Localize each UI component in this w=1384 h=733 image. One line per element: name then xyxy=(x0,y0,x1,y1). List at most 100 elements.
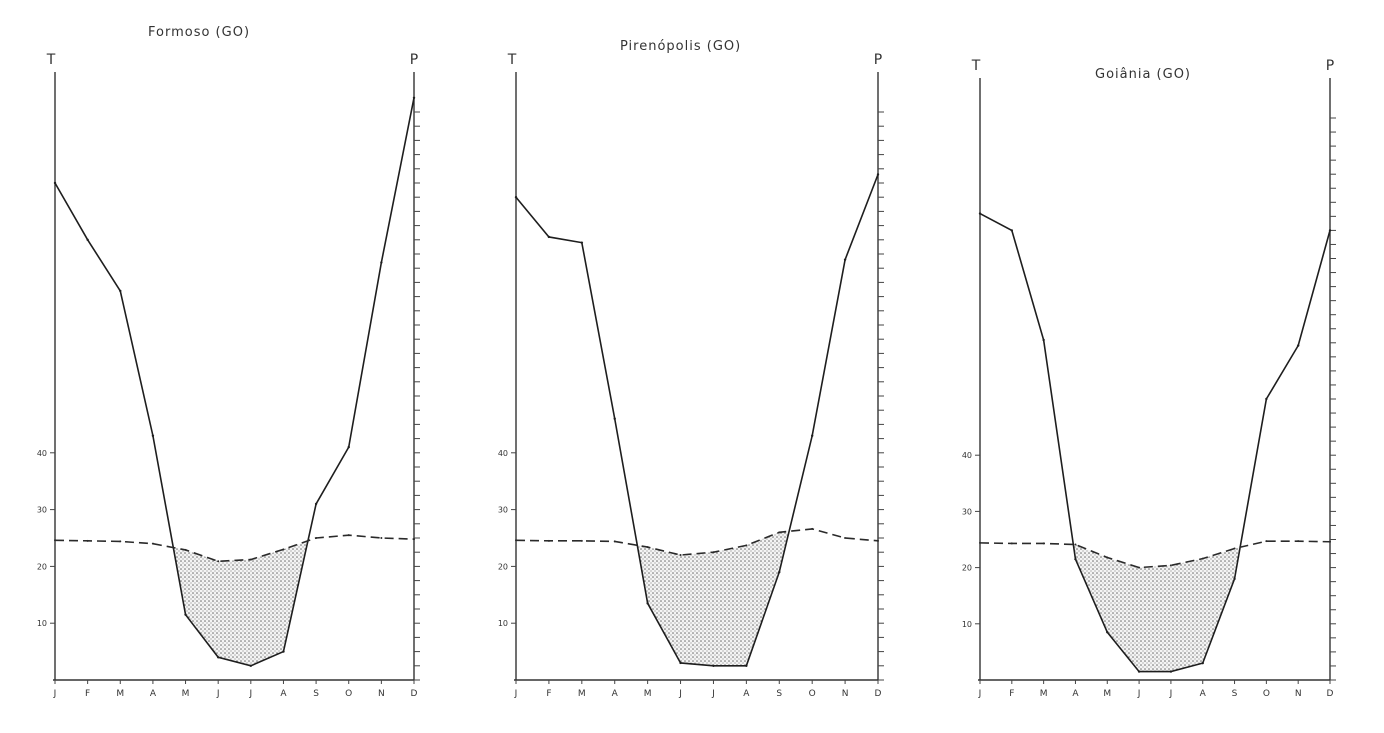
dry-period-area xyxy=(173,540,308,666)
month-label: O xyxy=(809,689,816,699)
month-label: A xyxy=(280,689,287,699)
temperature-point xyxy=(184,548,187,551)
temp-tick-label: 10 xyxy=(962,620,972,629)
month-label: O xyxy=(1263,689,1270,699)
temperature-point xyxy=(1010,542,1013,545)
month-label: D xyxy=(411,689,418,699)
month-label: N xyxy=(1295,689,1302,699)
precipitation-point xyxy=(712,664,715,667)
precipitation-point xyxy=(679,661,682,665)
precipitation-point xyxy=(1010,229,1014,232)
month-label: A xyxy=(1072,689,1079,699)
precipitation-point xyxy=(216,656,220,659)
precipitation-line xyxy=(515,174,879,667)
precipitation-point xyxy=(1074,557,1077,561)
precipitation-point xyxy=(978,212,982,215)
month-label: M xyxy=(182,689,190,699)
climate-panel: 10 20 30 40 J F M A M J J A S O N D T P Pirenópolis (GO) xyxy=(498,39,884,699)
month-label: N xyxy=(378,689,385,699)
precipitation-point xyxy=(646,602,649,605)
month-label: F xyxy=(546,689,551,699)
precipitation-point xyxy=(119,289,122,293)
month-label: M xyxy=(116,689,124,699)
y-right-label: P xyxy=(874,52,882,68)
temperature-point xyxy=(1233,547,1236,550)
temperature-line xyxy=(54,534,415,563)
temp-tick-label: 30 xyxy=(498,506,508,515)
month-label: D xyxy=(875,689,882,699)
y-left-label: T xyxy=(971,58,981,74)
precipitation-point xyxy=(843,258,847,261)
month-label: S xyxy=(776,689,782,699)
temperature-point xyxy=(1138,566,1141,569)
precipitation-point xyxy=(745,664,748,667)
temperature-point xyxy=(778,531,781,534)
temperature-point xyxy=(1265,540,1268,543)
temp-tick-label: 40 xyxy=(962,451,972,460)
temperature-point xyxy=(1106,556,1109,559)
month-label: M xyxy=(1103,689,1111,699)
climate-panel: 10 20 30 40 J F M A M J J A S O N D T P Goiânia (GO) xyxy=(962,58,1336,699)
temperature-point xyxy=(151,542,154,545)
month-label: J xyxy=(711,689,715,699)
temp-tick-label: 20 xyxy=(37,562,47,571)
temperature-line xyxy=(979,540,1331,569)
precipitation-point xyxy=(1328,229,1332,232)
chart-title: Goiânia (GO) xyxy=(1095,67,1191,82)
y-right-label: P xyxy=(1326,58,1334,74)
precipitation-point xyxy=(151,434,155,437)
precipitation-point xyxy=(547,235,551,239)
temperature-point xyxy=(580,539,583,542)
month-label: A xyxy=(743,689,750,699)
month-label: A xyxy=(612,689,619,699)
precipitation-point xyxy=(1137,670,1141,673)
month-label: J xyxy=(1169,689,1173,699)
precipitation-point xyxy=(514,196,518,199)
month-label: S xyxy=(313,689,319,699)
temperature-point xyxy=(86,539,89,542)
temperature-point xyxy=(1201,557,1204,560)
temperature-point xyxy=(679,554,682,557)
temp-tick-label: 30 xyxy=(37,506,47,515)
temperature-point xyxy=(1169,564,1172,567)
precipitation-point xyxy=(184,613,187,616)
month-label: J xyxy=(216,689,220,699)
temperature-point xyxy=(347,534,350,537)
temp-tick-label: 20 xyxy=(498,562,508,571)
precipitation-point xyxy=(1265,397,1268,401)
month-label: J xyxy=(514,689,518,699)
temperature-point xyxy=(249,558,252,561)
month-label: J xyxy=(53,689,57,699)
temp-tick-label: 40 xyxy=(37,449,47,458)
temperature-point xyxy=(613,540,616,543)
temperature-point xyxy=(1074,543,1077,546)
precipitation-line xyxy=(54,97,415,667)
temp-tick-label: 10 xyxy=(498,619,508,628)
month-label: F xyxy=(85,689,90,699)
temperature-point xyxy=(646,546,649,549)
temperature-point xyxy=(979,541,981,544)
temperature-point xyxy=(217,560,220,563)
y-right-label: P xyxy=(410,52,418,68)
y-left-label: T xyxy=(46,52,56,68)
temperature-point xyxy=(54,539,56,542)
temperature-line xyxy=(515,528,879,556)
temp-tick-label: 20 xyxy=(962,564,972,573)
temperature-point xyxy=(877,539,879,542)
month-label: A xyxy=(150,689,157,699)
month-label: M xyxy=(578,689,586,699)
precipitation-point xyxy=(1201,661,1204,665)
precipitation-point xyxy=(1233,577,1236,581)
precipitation-point xyxy=(53,181,57,185)
precipitation-point xyxy=(314,502,318,506)
precipitation-point xyxy=(1106,631,1109,634)
temperature-point xyxy=(745,544,748,547)
month-label: M xyxy=(1040,689,1048,699)
month-label: J xyxy=(978,689,982,699)
chart-title: Pirenópolis (GO) xyxy=(620,39,741,54)
temperature-point xyxy=(1042,542,1045,545)
precipitation-point xyxy=(282,650,285,653)
temperature-point xyxy=(119,540,122,543)
precipitation-point xyxy=(810,434,814,437)
